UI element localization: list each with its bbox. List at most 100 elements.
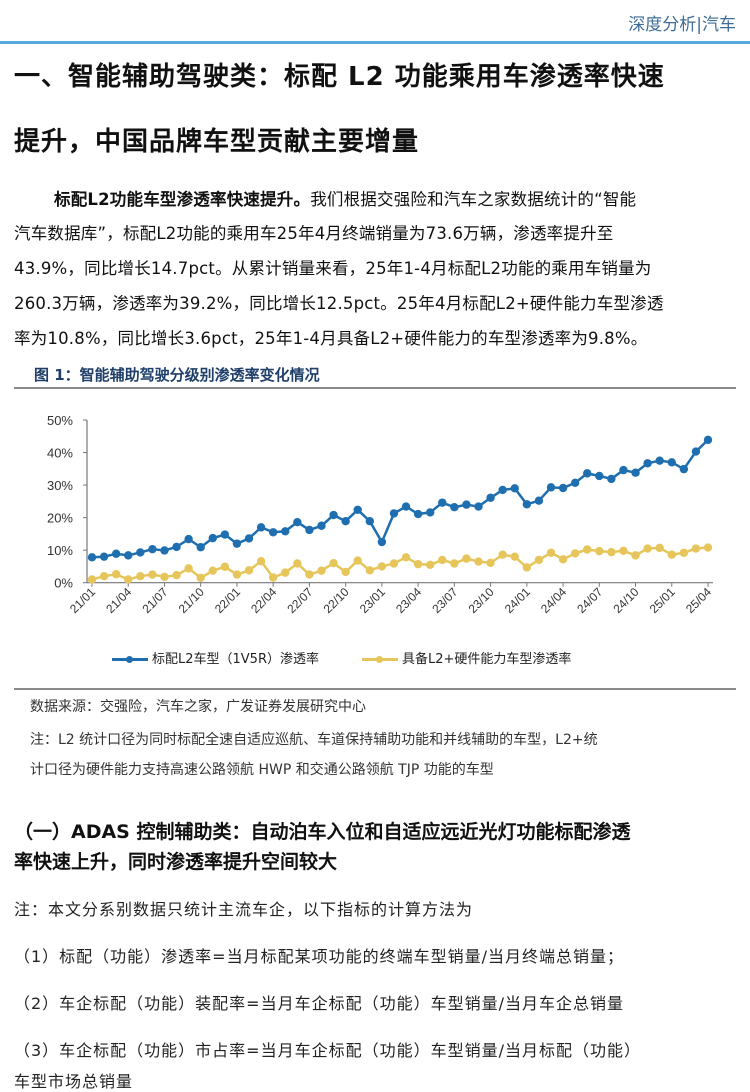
data-point (377, 537, 387, 547)
y-tick-label: 0% (54, 576, 73, 591)
data-point (462, 500, 471, 509)
y-tick-label: 30% (47, 478, 73, 493)
data-point (111, 549, 121, 558)
data-point (667, 458, 676, 467)
data-point (136, 548, 145, 557)
data-point (583, 469, 592, 478)
data-point (220, 562, 230, 571)
data-point (87, 575, 97, 584)
data-point (111, 570, 121, 579)
figure-source: 数据来源：交强险，汽车之家，广发证券发展研究中心 (30, 699, 366, 715)
paragraph-line-5: 率为10.8%，同比增长3.6pct，25年1-4月具备L2+硬件能力的车型渗透… (14, 329, 648, 348)
data-point (498, 550, 507, 559)
series-line (91, 438, 709, 559)
data-point (546, 548, 556, 557)
header-divider (0, 41, 750, 44)
data-point (99, 571, 109, 581)
paragraph-line-4: 260.3万辆，渗透率为39.2%，同比增长12.5pct。25年4月标配L2+… (14, 294, 664, 313)
data-point (691, 544, 701, 553)
data-point (317, 566, 326, 575)
data-point (329, 510, 338, 520)
data-point (498, 485, 507, 495)
data-point (196, 543, 205, 552)
data-point (281, 527, 290, 536)
line-chart: 0%10%20%30%40%50%21/01 21/04 21/07 21/10 22/… (47, 413, 714, 616)
data-point (570, 549, 580, 558)
data-point (148, 544, 157, 554)
figure-title: 图 1：智能辅助驾驶分级别渗透率变化情况 (34, 366, 320, 384)
data-point (425, 508, 435, 517)
data-point (486, 558, 495, 568)
x-tick-label: 21/04 (103, 585, 134, 616)
data-point (679, 548, 689, 557)
data-point (631, 551, 640, 560)
data-point (99, 552, 109, 561)
data-point (244, 566, 254, 575)
x-tick-label: 24/10 (611, 585, 642, 616)
section-title-line2: 提升，中国品牌车型贡献主要增量 (14, 127, 420, 157)
data-point (389, 509, 399, 518)
data-point (232, 570, 242, 579)
data-point (438, 555, 447, 565)
data-point (389, 559, 399, 568)
data-point (522, 563, 532, 572)
x-tick-label: 23/10 (466, 585, 497, 616)
data-point (208, 566, 217, 575)
x-tick-label: 22/01 (212, 585, 243, 616)
data-point (268, 528, 278, 537)
data-point (353, 556, 362, 565)
x-tick-label: 24/07 (574, 585, 605, 616)
paragraph-line-2: 汽车数据库”，标配L2功能的乘用车25年4月终端销量为73.6万辆，渗透率提升至 (14, 224, 614, 243)
data-point (87, 553, 97, 562)
data-point (136, 571, 145, 581)
data-point (293, 517, 302, 527)
data-point (619, 546, 628, 556)
data-point (124, 551, 133, 560)
data-point (474, 502, 483, 511)
data-point (450, 503, 459, 512)
x-tick-label: 21/07 (139, 585, 170, 616)
data-point (607, 474, 616, 484)
data-point (329, 558, 338, 568)
x-tick-label: 24/01 (502, 585, 533, 616)
note-formula-2: （2）车企标配（功能）装配率=当月车企标配（功能）车型销量/当月车企总销量 (14, 994, 624, 1013)
data-point (534, 496, 544, 505)
note-formula-1: （1）标配（功能）渗透率=当月标配某项功能的终端车型销量/当月终端总销量； (14, 947, 624, 966)
figure-top-rule (14, 387, 736, 389)
data-point (220, 530, 230, 539)
data-point (293, 559, 302, 568)
header-category: 深度分析|汽车 (628, 15, 736, 35)
x-tick-label: 22/10 (321, 585, 352, 616)
data-point (268, 573, 278, 582)
data-point (172, 542, 181, 552)
data-point (474, 557, 483, 566)
data-point (703, 435, 713, 445)
figure-note-line1: 注：L2 统计口径为同时标配全速自适应巡航、车道保持辅助功能和并线辅助的车型，L… (30, 732, 598, 748)
legend-item-l2plus: 具备L2+硬件能力车型渗透率 (362, 648, 571, 667)
data-point (377, 562, 387, 571)
data-point (607, 547, 616, 557)
data-point (305, 570, 314, 579)
data-point (341, 567, 350, 577)
data-point (655, 456, 664, 465)
data-point (160, 546, 169, 555)
note-formula-3-cont: 车型市场总销量 (14, 1072, 134, 1091)
x-tick-label: 21/10 (176, 585, 207, 616)
data-point (510, 552, 519, 561)
data-point (160, 572, 169, 582)
data-point (172, 571, 181, 580)
legend-label-l2plus: 具备L2+硬件能力车型渗透率 (402, 652, 572, 667)
data-point (353, 505, 362, 515)
x-tick-label: 23/04 (393, 585, 424, 616)
legend-item-l2: 标配L2车型（1V5R）渗透率 (112, 648, 319, 667)
data-point (438, 498, 447, 507)
data-point (305, 525, 314, 535)
data-point (546, 483, 556, 492)
data-point (281, 568, 290, 577)
data-point (208, 533, 217, 543)
data-point (232, 539, 242, 548)
x-tick-label: 22/07 (284, 585, 315, 616)
data-point (317, 521, 326, 530)
figure-note-line2: 计口径为硬件能力支持高速公路领航 HWP 和交通公路领航 TJP 功能的车型 (30, 762, 494, 778)
data-point (558, 483, 568, 493)
